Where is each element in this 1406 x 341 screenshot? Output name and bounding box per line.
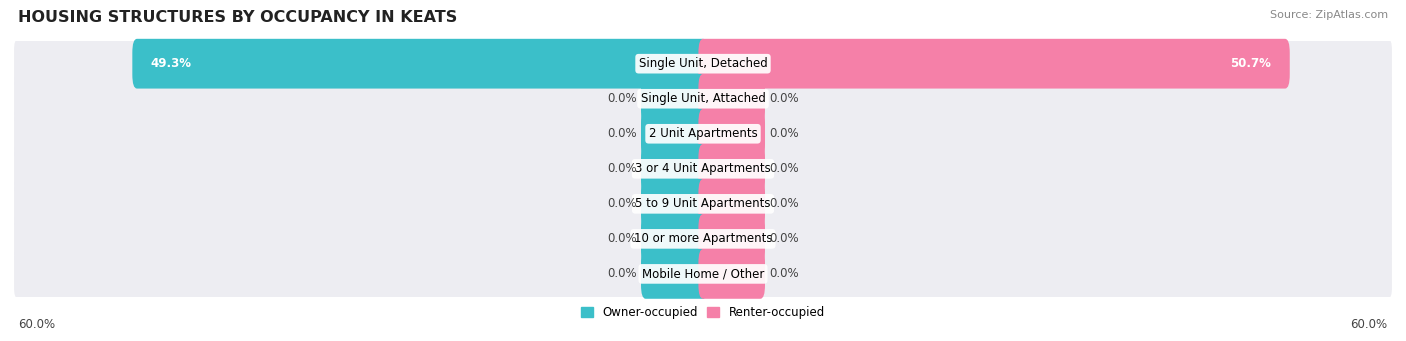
Text: 0.0%: 0.0% — [769, 197, 799, 210]
Text: Source: ZipAtlas.com: Source: ZipAtlas.com — [1270, 10, 1388, 20]
FancyBboxPatch shape — [699, 109, 765, 159]
Text: 0.0%: 0.0% — [607, 267, 637, 280]
Text: 50.7%: 50.7% — [1230, 57, 1271, 70]
Text: 0.0%: 0.0% — [607, 162, 637, 175]
Text: 2 Unit Apartments: 2 Unit Apartments — [648, 127, 758, 140]
Text: 0.0%: 0.0% — [769, 127, 799, 140]
Text: 0.0%: 0.0% — [769, 92, 799, 105]
Text: 0.0%: 0.0% — [769, 267, 799, 280]
Text: 5 to 9 Unit Apartments: 5 to 9 Unit Apartments — [636, 197, 770, 210]
FancyBboxPatch shape — [14, 145, 1392, 193]
Text: 10 or more Apartments: 10 or more Apartments — [634, 232, 772, 246]
FancyBboxPatch shape — [699, 249, 765, 299]
Text: 49.3%: 49.3% — [150, 57, 191, 70]
Text: 60.0%: 60.0% — [18, 318, 55, 331]
FancyBboxPatch shape — [641, 179, 707, 229]
FancyBboxPatch shape — [641, 214, 707, 264]
FancyBboxPatch shape — [14, 250, 1392, 298]
FancyBboxPatch shape — [132, 39, 707, 89]
Text: Single Unit, Detached: Single Unit, Detached — [638, 57, 768, 70]
Text: 3 or 4 Unit Apartments: 3 or 4 Unit Apartments — [636, 162, 770, 175]
Text: 0.0%: 0.0% — [607, 127, 637, 140]
FancyBboxPatch shape — [699, 39, 1289, 89]
Text: 60.0%: 60.0% — [1351, 318, 1388, 331]
FancyBboxPatch shape — [641, 74, 707, 123]
Text: 0.0%: 0.0% — [607, 232, 637, 246]
Text: Single Unit, Attached: Single Unit, Attached — [641, 92, 765, 105]
FancyBboxPatch shape — [699, 214, 765, 264]
FancyBboxPatch shape — [14, 215, 1392, 263]
FancyBboxPatch shape — [14, 40, 1392, 88]
Text: 0.0%: 0.0% — [607, 92, 637, 105]
FancyBboxPatch shape — [699, 179, 765, 229]
FancyBboxPatch shape — [14, 109, 1392, 158]
Text: 0.0%: 0.0% — [769, 232, 799, 246]
FancyBboxPatch shape — [14, 180, 1392, 228]
FancyBboxPatch shape — [641, 249, 707, 299]
FancyBboxPatch shape — [641, 144, 707, 194]
Text: 0.0%: 0.0% — [607, 197, 637, 210]
FancyBboxPatch shape — [14, 75, 1392, 123]
FancyBboxPatch shape — [699, 74, 765, 123]
Text: 0.0%: 0.0% — [769, 162, 799, 175]
FancyBboxPatch shape — [699, 144, 765, 194]
Text: HOUSING STRUCTURES BY OCCUPANCY IN KEATS: HOUSING STRUCTURES BY OCCUPANCY IN KEATS — [18, 10, 457, 25]
FancyBboxPatch shape — [641, 109, 707, 159]
Legend: Owner-occupied, Renter-occupied: Owner-occupied, Renter-occupied — [576, 301, 830, 324]
Text: Mobile Home / Other: Mobile Home / Other — [641, 267, 765, 280]
